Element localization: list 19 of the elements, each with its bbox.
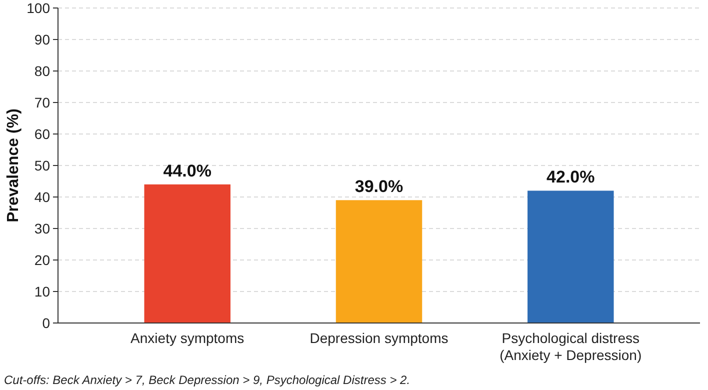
y-tick-label: 20 <box>34 252 50 268</box>
data-label: 44.0% <box>163 161 212 180</box>
x-tick-label: Psychological distress (Anxiety + Depression) <box>500 330 642 363</box>
x-tick-label: Anxiety symptoms <box>130 330 244 346</box>
y-axis-title: Prevalence (%) <box>5 108 22 222</box>
x-tick-label: Depression symptoms <box>310 330 448 346</box>
y-tick-label: 80 <box>34 62 50 79</box>
y-tick-label: 10 <box>34 283 50 300</box>
y-tick-label: 70 <box>34 94 50 110</box>
y-tick-label: 0 <box>42 314 50 331</box>
y-tick-label: 100 <box>26 0 50 16</box>
y-tick-label: 60 <box>34 126 50 142</box>
data-label: 39.0% <box>354 177 404 196</box>
y-tick-label: 30 <box>34 220 50 236</box>
y-tick-label: 50 <box>34 157 50 174</box>
data-label: 42.0% <box>546 168 595 187</box>
y-tick-label: 40 <box>34 188 50 205</box>
y-tick-label: 90 <box>34 31 50 48</box>
text: Cut-offs: Beck Anxiety > 7, Beck Depression > 9, Psychological Distress > 2. <box>4 373 410 387</box>
